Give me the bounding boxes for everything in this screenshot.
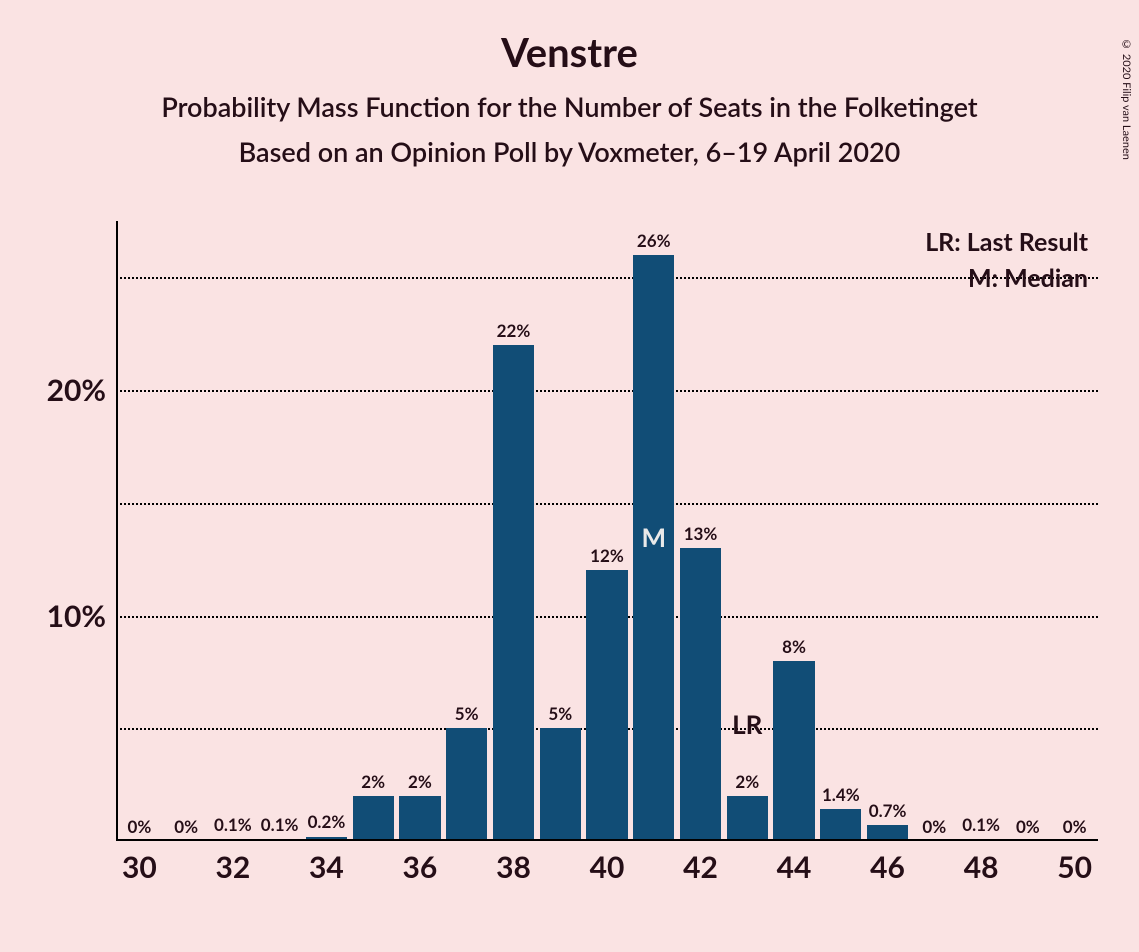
- median-marker: M: [641, 521, 666, 553]
- bar-value-label: 12%: [590, 545, 624, 566]
- bar-value-label: 1.4%: [822, 784, 860, 805]
- bar-value-label: 0.1%: [962, 814, 1000, 835]
- bar: [773, 661, 814, 839]
- bar-value-label: 0.2%: [308, 811, 346, 832]
- bar-value-label: 0%: [127, 816, 151, 837]
- bar: [399, 796, 440, 839]
- y-axis-label: 20%: [47, 372, 106, 408]
- bar-value-label: 0%: [1063, 816, 1087, 837]
- y-axis-label: 10%: [47, 598, 106, 634]
- bar-value-label: 5%: [455, 703, 479, 724]
- grid-line: [116, 277, 1098, 279]
- x-axis-label: 46: [870, 849, 905, 885]
- bar-value-label: 0.7%: [869, 800, 907, 821]
- bar-value-label: 8%: [782, 636, 806, 657]
- x-axis-label: 40: [590, 849, 625, 885]
- x-axis-label: 42: [683, 849, 718, 885]
- legend-median: M: Median: [968, 263, 1088, 293]
- y-axis-line: [116, 221, 118, 841]
- x-axis-label: 50: [1057, 849, 1092, 885]
- bar-value-label: 0%: [1016, 816, 1040, 837]
- x-axis-label: 32: [215, 849, 250, 885]
- bar-value-label: 13%: [684, 523, 718, 544]
- bar-value-label: 2%: [408, 771, 432, 792]
- copyright-text: © 2020 Filip van Laenen: [1120, 38, 1133, 160]
- bar: [586, 570, 627, 839]
- bar: [820, 809, 861, 839]
- chart-title: Venstre: [0, 28, 1139, 76]
- x-axis-line: [116, 839, 1098, 841]
- bar: [680, 548, 721, 839]
- legend-last-result: LR: Last Result: [925, 227, 1088, 257]
- bar-value-label: 26%: [637, 230, 671, 251]
- bar: [727, 796, 768, 839]
- x-axis-label: 36: [403, 849, 438, 885]
- bar-value-label: 0.1%: [261, 814, 299, 835]
- bar-value-label: 2%: [361, 771, 385, 792]
- x-axis-label: 44: [777, 849, 812, 885]
- bar-value-label: 0%: [922, 816, 946, 837]
- bar-value-label: 22%: [497, 320, 531, 341]
- grid-line: [116, 503, 1098, 505]
- x-axis-label: 48: [964, 849, 999, 885]
- bar: [867, 825, 908, 839]
- bar: [540, 728, 581, 839]
- bar-value-label: 5%: [548, 703, 572, 724]
- chart-subtitle-2: Based on an Opinion Poll by Voxmeter, 6–…: [0, 135, 1139, 168]
- bar: [493, 345, 534, 839]
- x-axis-label: 30: [122, 849, 157, 885]
- x-axis-label: 34: [309, 849, 344, 885]
- chart-subtitle-1: Probability Mass Function for the Number…: [0, 90, 1139, 123]
- grid-line: [116, 390, 1098, 392]
- bar: [353, 796, 394, 839]
- x-axis-label: 38: [496, 849, 531, 885]
- bar: [446, 728, 487, 839]
- bar-value-label: 0%: [174, 816, 198, 837]
- bar-value-label: 2%: [735, 771, 759, 792]
- bar-value-label: 0.1%: [214, 814, 252, 835]
- last-result-marker: LR: [732, 708, 762, 740]
- chart-plot-area: 10%20%30323436384042444648500%0%0.1%0.1%…: [116, 221, 1098, 841]
